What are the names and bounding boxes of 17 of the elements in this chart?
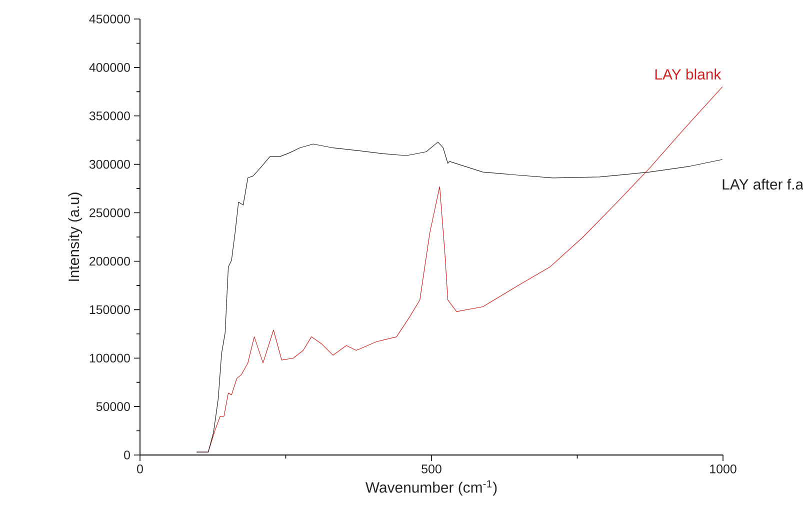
series-label: LAY blank: [655, 68, 722, 80]
x-tick-label: 1000: [710, 464, 736, 474]
y-tick-label: 350000: [89, 111, 130, 120]
y-tick-label: 0: [124, 450, 130, 460]
y-axis-title: Intensity (a.u): [68, 192, 82, 281]
x-tick-label: 0: [137, 464, 143, 474]
y-tick-label: 400000: [89, 63, 130, 72]
y-tick-label: 250000: [90, 208, 130, 218]
y-tick-label: 100000: [90, 354, 130, 363]
y-tick-label: 450000: [89, 14, 130, 24]
x-tick-label: 500: [422, 464, 442, 474]
y-tick-label: 150000: [90, 305, 130, 314]
y-tick-label: 200000: [90, 256, 130, 266]
y-tick-label: 50000: [96, 402, 130, 411]
x-axis-title: Wavenumber (cm$^{-1}$): [365, 480, 497, 496]
y-tick-label: 300000: [89, 160, 130, 169]
line-series: [196, 142, 723, 452]
